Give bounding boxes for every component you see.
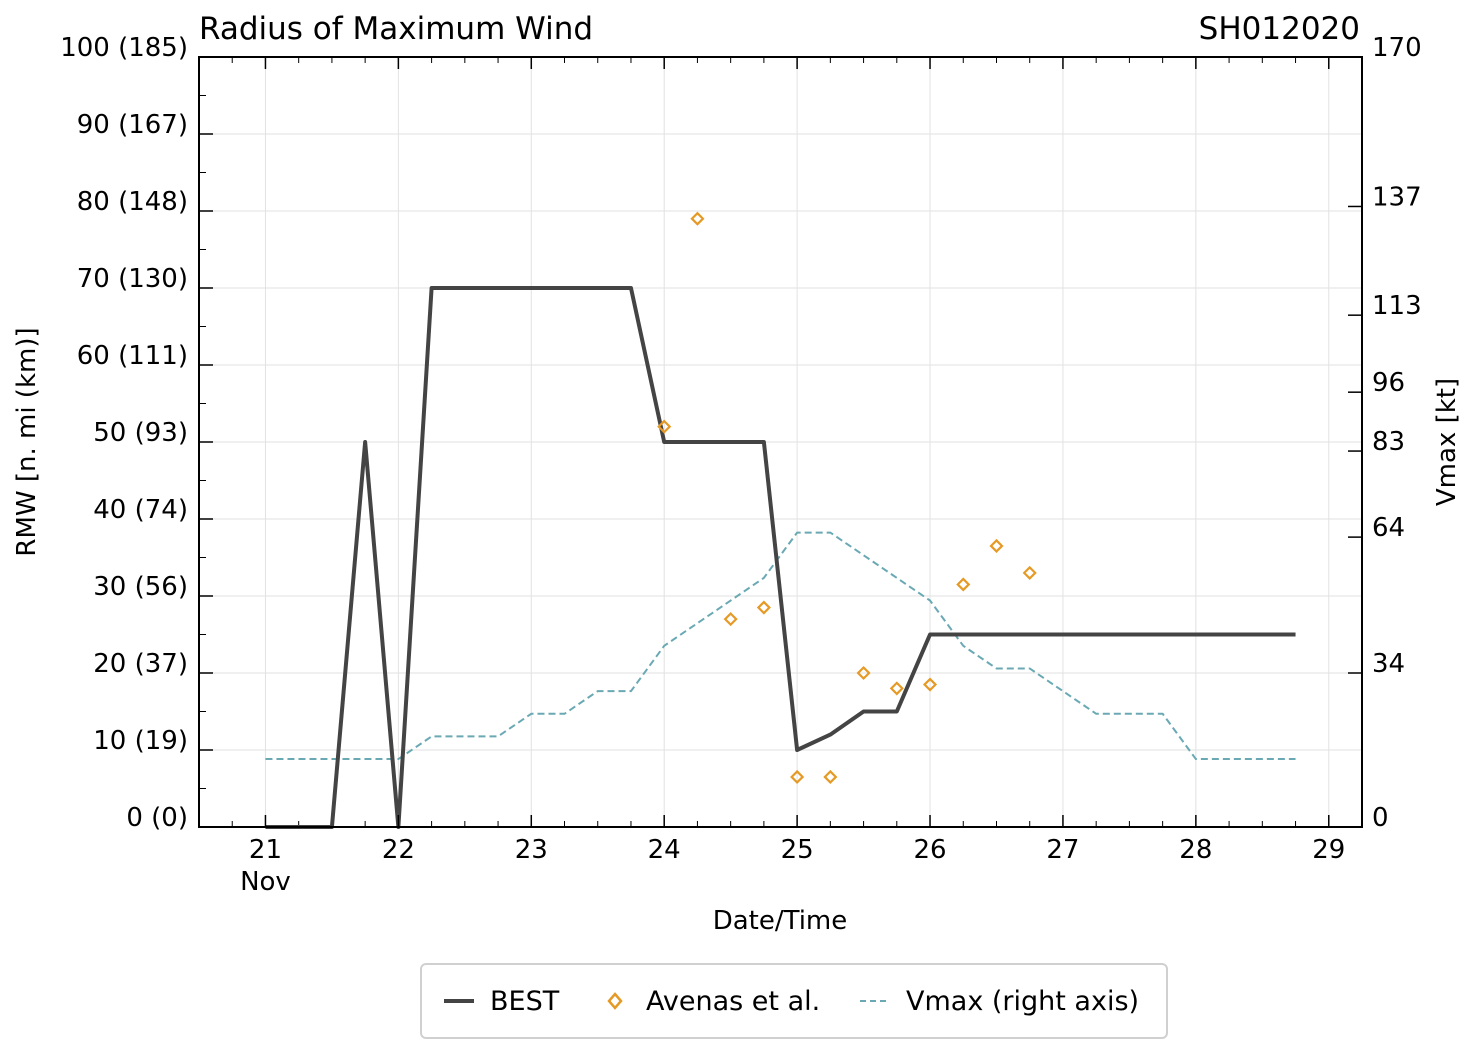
grid-lines: [199, 56, 1362, 828]
legend-label-best: BEST: [490, 985, 560, 1017]
y-tick-label: 100 (185): [60, 33, 188, 63]
y-tick-label: 40 (74): [93, 495, 188, 525]
legend-label-avenas: Avenas et al.: [646, 985, 821, 1017]
avenas-point: [989, 538, 1004, 554]
y2-tick-label: 83: [1372, 427, 1405, 457]
x-tick-sublabel: Nov: [240, 867, 291, 897]
y2-tick-label: 0: [1372, 803, 1389, 833]
y2-tick-label: 96: [1372, 368, 1405, 398]
x-axis-label: Date/Time: [713, 906, 848, 936]
legend-item-avenas: Avenas et al.: [600, 965, 820, 1037]
y2-tick-label: 170: [1372, 33, 1422, 63]
avenas-point: [790, 769, 805, 785]
y-axis-ticks: 0 (0) 10 (19) 20 (37) 30 (56) 40 (74) 50 (93)…: [60, 33, 213, 833]
y-tick-label: 20 (37): [93, 649, 188, 679]
y-tick-label: 10 (19): [93, 726, 188, 756]
y2-tick-label: 64: [1372, 513, 1405, 543]
x-tick-label: 26: [913, 835, 946, 865]
legend-diamond-icon: [607, 992, 623, 1010]
storm-id: SH012020: [1199, 11, 1360, 47]
x-tick-label: 21: [249, 835, 282, 865]
y-tick-label: 50 (93): [93, 418, 188, 448]
y-tick-label: 90 (167): [77, 110, 188, 140]
avenas-point: [889, 681, 904, 696]
avenas-point: [657, 419, 672, 434]
legend-item-best: BEST: [444, 965, 559, 1037]
legend-label-vmax: Vmax (right axis): [906, 985, 1140, 1017]
x-tick-label: 27: [1046, 835, 1079, 865]
vmax-series: [265, 531, 1296, 761]
y-tick-label: 80 (148): [77, 187, 188, 217]
legend-dashed-line-icon: [860, 1000, 890, 1002]
avenas-point: [823, 769, 838, 785]
avenas-point: [723, 612, 738, 627]
y2-axis-label: Vmax [kt]: [1432, 378, 1462, 506]
y2-axis-ticks: 0 34 64 83 96 113 137 170: [1348, 33, 1422, 833]
x-tick-label: 22: [382, 835, 415, 865]
vmax-line: [265, 531, 1296, 761]
avenas-point: [756, 600, 771, 615]
avenas-point: [922, 677, 938, 692]
avenas-series: [657, 211, 1037, 785]
y-tick-label: 30 (56): [93, 572, 188, 602]
x-tick-label: 24: [648, 835, 681, 865]
y2-tick-label: 34: [1372, 649, 1405, 679]
legend: BEST Avenas et al. Vmax (right axis): [420, 963, 1168, 1039]
x-tick-label: 29: [1312, 835, 1345, 865]
y-tick-label: 70 (130): [77, 264, 188, 294]
best-series: [265, 286, 1296, 829]
y-tick-label: 60 (111): [77, 341, 188, 371]
avenas-point: [1022, 565, 1037, 580]
avenas-point: [690, 211, 705, 226]
x-tick-label: 28: [1179, 835, 1212, 865]
x-tick-label: 23: [515, 835, 548, 865]
x-tick-label: 25: [781, 835, 814, 865]
legend-item-vmax: Vmax (right axis): [860, 965, 1139, 1037]
y2-tick-label: 113: [1372, 291, 1422, 321]
y-tick-label: 0 (0): [126, 803, 188, 833]
best-line: [265, 286, 1296, 829]
avenas-point: [856, 665, 871, 681]
y-axis-label: RMW [n. mi (km)]: [12, 327, 42, 556]
legend-line-icon: [444, 999, 474, 1003]
chart-title: Radius of Maximum Wind: [199, 11, 593, 47]
avenas-point: [956, 577, 971, 592]
y2-tick-label: 137: [1372, 182, 1422, 212]
